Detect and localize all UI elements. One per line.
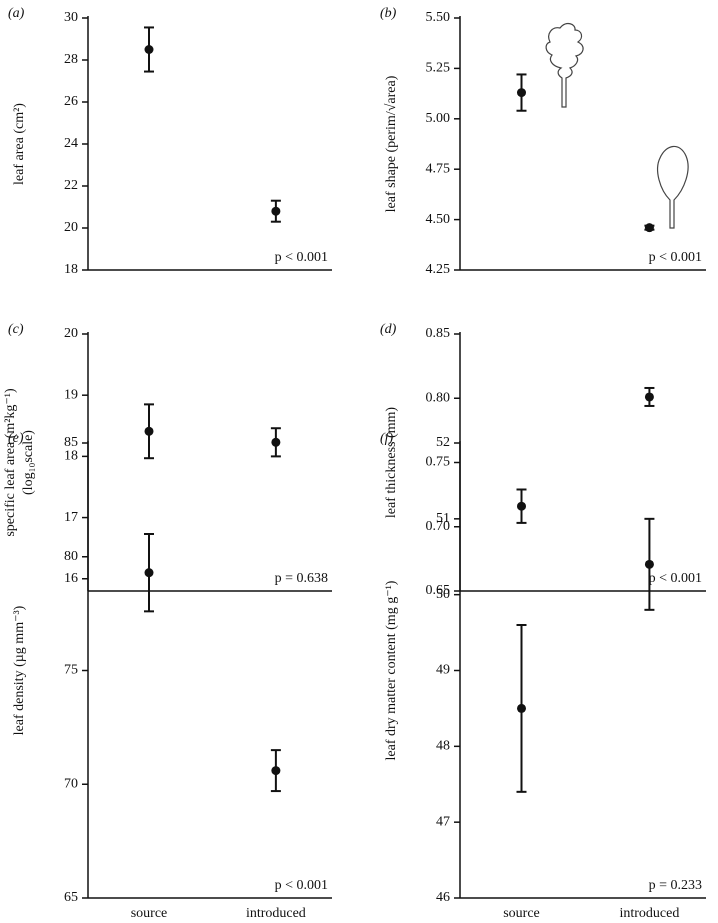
y-tick-label: 26 <box>64 94 78 109</box>
point <box>144 568 154 578</box>
p-value: p = 0.233 <box>649 878 702 893</box>
y-tick-label: 46 <box>436 890 450 905</box>
y-tick-label: 5.50 <box>426 10 451 25</box>
y-axis-label: specific leaf area (m²kg⁻¹) <box>3 388 18 537</box>
y-tick-label: 4.50 <box>426 212 451 227</box>
y-tick-label: 0.85 <box>426 326 451 341</box>
point <box>271 766 281 776</box>
point <box>144 45 154 54</box>
y-tick-label: 18 <box>64 262 78 277</box>
panel-label: (d) <box>380 322 397 337</box>
y-tick-label: 65 <box>64 890 78 905</box>
leaf-icon-lobed <box>545 22 584 108</box>
y-tick-label: 20 <box>64 220 78 235</box>
y-axis-label: (log₁₀scale) <box>21 430 36 495</box>
point <box>271 206 281 216</box>
y-tick-label: 16 <box>64 571 78 586</box>
p-value: p < 0.001 <box>649 250 702 265</box>
y-tick-label: 28 <box>64 52 78 67</box>
point <box>271 437 281 447</box>
leaf-icon-spatulate <box>657 145 689 229</box>
y-axis-label: leaf area (cm²) <box>12 103 27 185</box>
panel-label: (c) <box>8 322 24 337</box>
y-tick-label: 80 <box>64 549 78 564</box>
y-tick-label: 5.00 <box>426 111 451 126</box>
panel-label: (a) <box>8 6 25 21</box>
y-tick-label: 48 <box>436 739 450 754</box>
point <box>644 223 654 233</box>
y-tick-label: 30 <box>64 10 78 25</box>
x-tick-label: introduced <box>619 906 679 921</box>
y-tick-label: 0.80 <box>426 390 451 405</box>
point <box>517 88 526 98</box>
panel-label: (e) <box>8 431 24 446</box>
y-tick-label: 17 <box>64 510 78 525</box>
y-tick-label: 52 <box>436 435 450 450</box>
y-tick-label: 49 <box>436 663 450 678</box>
y-axis-label: leaf density (µg mm⁻³) <box>12 605 27 735</box>
point <box>644 392 654 402</box>
y-tick-label: 22 <box>64 178 78 193</box>
x-tick-label: source <box>503 906 540 921</box>
point <box>517 501 526 511</box>
p-value: p < 0.001 <box>275 250 328 265</box>
p-value: p < 0.001 <box>275 878 328 893</box>
p-value: p = 0.638 <box>275 571 328 586</box>
y-axis-label: leaf shape (perim/√area) <box>384 75 399 212</box>
panel-label: (b) <box>380 6 397 21</box>
p-value: p < 0.001 <box>649 571 702 586</box>
panel-label: (f) <box>380 431 394 446</box>
y-axis-label: leaf dry matter content (mg g⁻¹) <box>384 580 399 760</box>
y-tick-label: 50 <box>436 587 450 602</box>
y-tick-label: 4.75 <box>426 161 451 176</box>
y-tick-label: 70 <box>64 776 78 791</box>
point <box>644 559 654 569</box>
y-tick-label: 75 <box>64 663 78 678</box>
y-tick-label: 0.65 <box>426 583 451 598</box>
point <box>517 703 526 713</box>
y-tick-label: 47 <box>436 814 450 829</box>
y-tick-label: 20 <box>64 326 78 341</box>
y-tick-label: 51 <box>436 511 450 526</box>
y-tick-label: 5.25 <box>426 61 451 76</box>
y-tick-label: 18 <box>64 449 78 464</box>
y-tick-label: 19 <box>64 387 78 402</box>
y-tick-label: 4.25 <box>426 262 451 277</box>
y-tick-label: 0.70 <box>426 519 451 534</box>
y-tick-label: 0.75 <box>426 455 451 470</box>
x-tick-label: introduced <box>246 906 306 921</box>
y-tick-label: 24 <box>64 136 78 151</box>
point <box>144 426 154 436</box>
y-axis-label: leaf thickness (mm) <box>384 407 399 519</box>
y-tick-label: 85 <box>64 435 78 450</box>
x-tick-label: source <box>131 906 168 921</box>
